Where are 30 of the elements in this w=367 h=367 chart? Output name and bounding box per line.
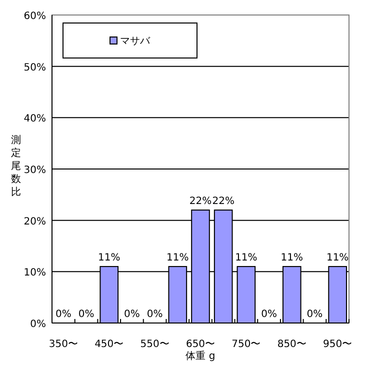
x-axis-title: 体重 g [186, 350, 216, 362]
x-tick-label: 450〜 [94, 339, 124, 350]
x-tick-label: 650〜 [186, 339, 216, 350]
data-label: 0% [306, 309, 323, 320]
data-label: 11% [326, 252, 349, 264]
data-label: 0% [124, 309, 140, 320]
data-label: 0% [261, 309, 277, 320]
y-tick-label: 50% [24, 62, 46, 74]
data-label: 0% [78, 309, 94, 320]
data-label: 0% [55, 309, 72, 320]
legend-label: マサバ [120, 36, 151, 47]
data-label: 11% [235, 252, 258, 264]
y-tick-label: 20% [24, 216, 46, 228]
x-tick-label: 950〜 [323, 339, 352, 350]
x-tick-label: 850〜 [277, 339, 306, 350]
y-tick-label: 0% [30, 319, 46, 330]
y-tick-label: 10% [24, 268, 46, 279]
x-tick-label: 350〜 [48, 339, 78, 350]
y-axis-title: 測定尾数比 [11, 134, 21, 198]
y-tick-label: 40% [24, 114, 46, 125]
data-label: 22% [189, 196, 212, 208]
y-tick-label: 30% [24, 165, 46, 176]
data-label: 11% [166, 252, 189, 264]
data-label: 11% [280, 252, 303, 264]
data-label: 22% [212, 196, 234, 208]
x-tick-label: 750〜 [232, 339, 261, 350]
data-label: 11% [98, 252, 120, 264]
data-label: 0% [146, 309, 163, 320]
x-tick-label: 550〜 [140, 339, 170, 350]
y-tick-label: 60% [24, 11, 46, 22]
